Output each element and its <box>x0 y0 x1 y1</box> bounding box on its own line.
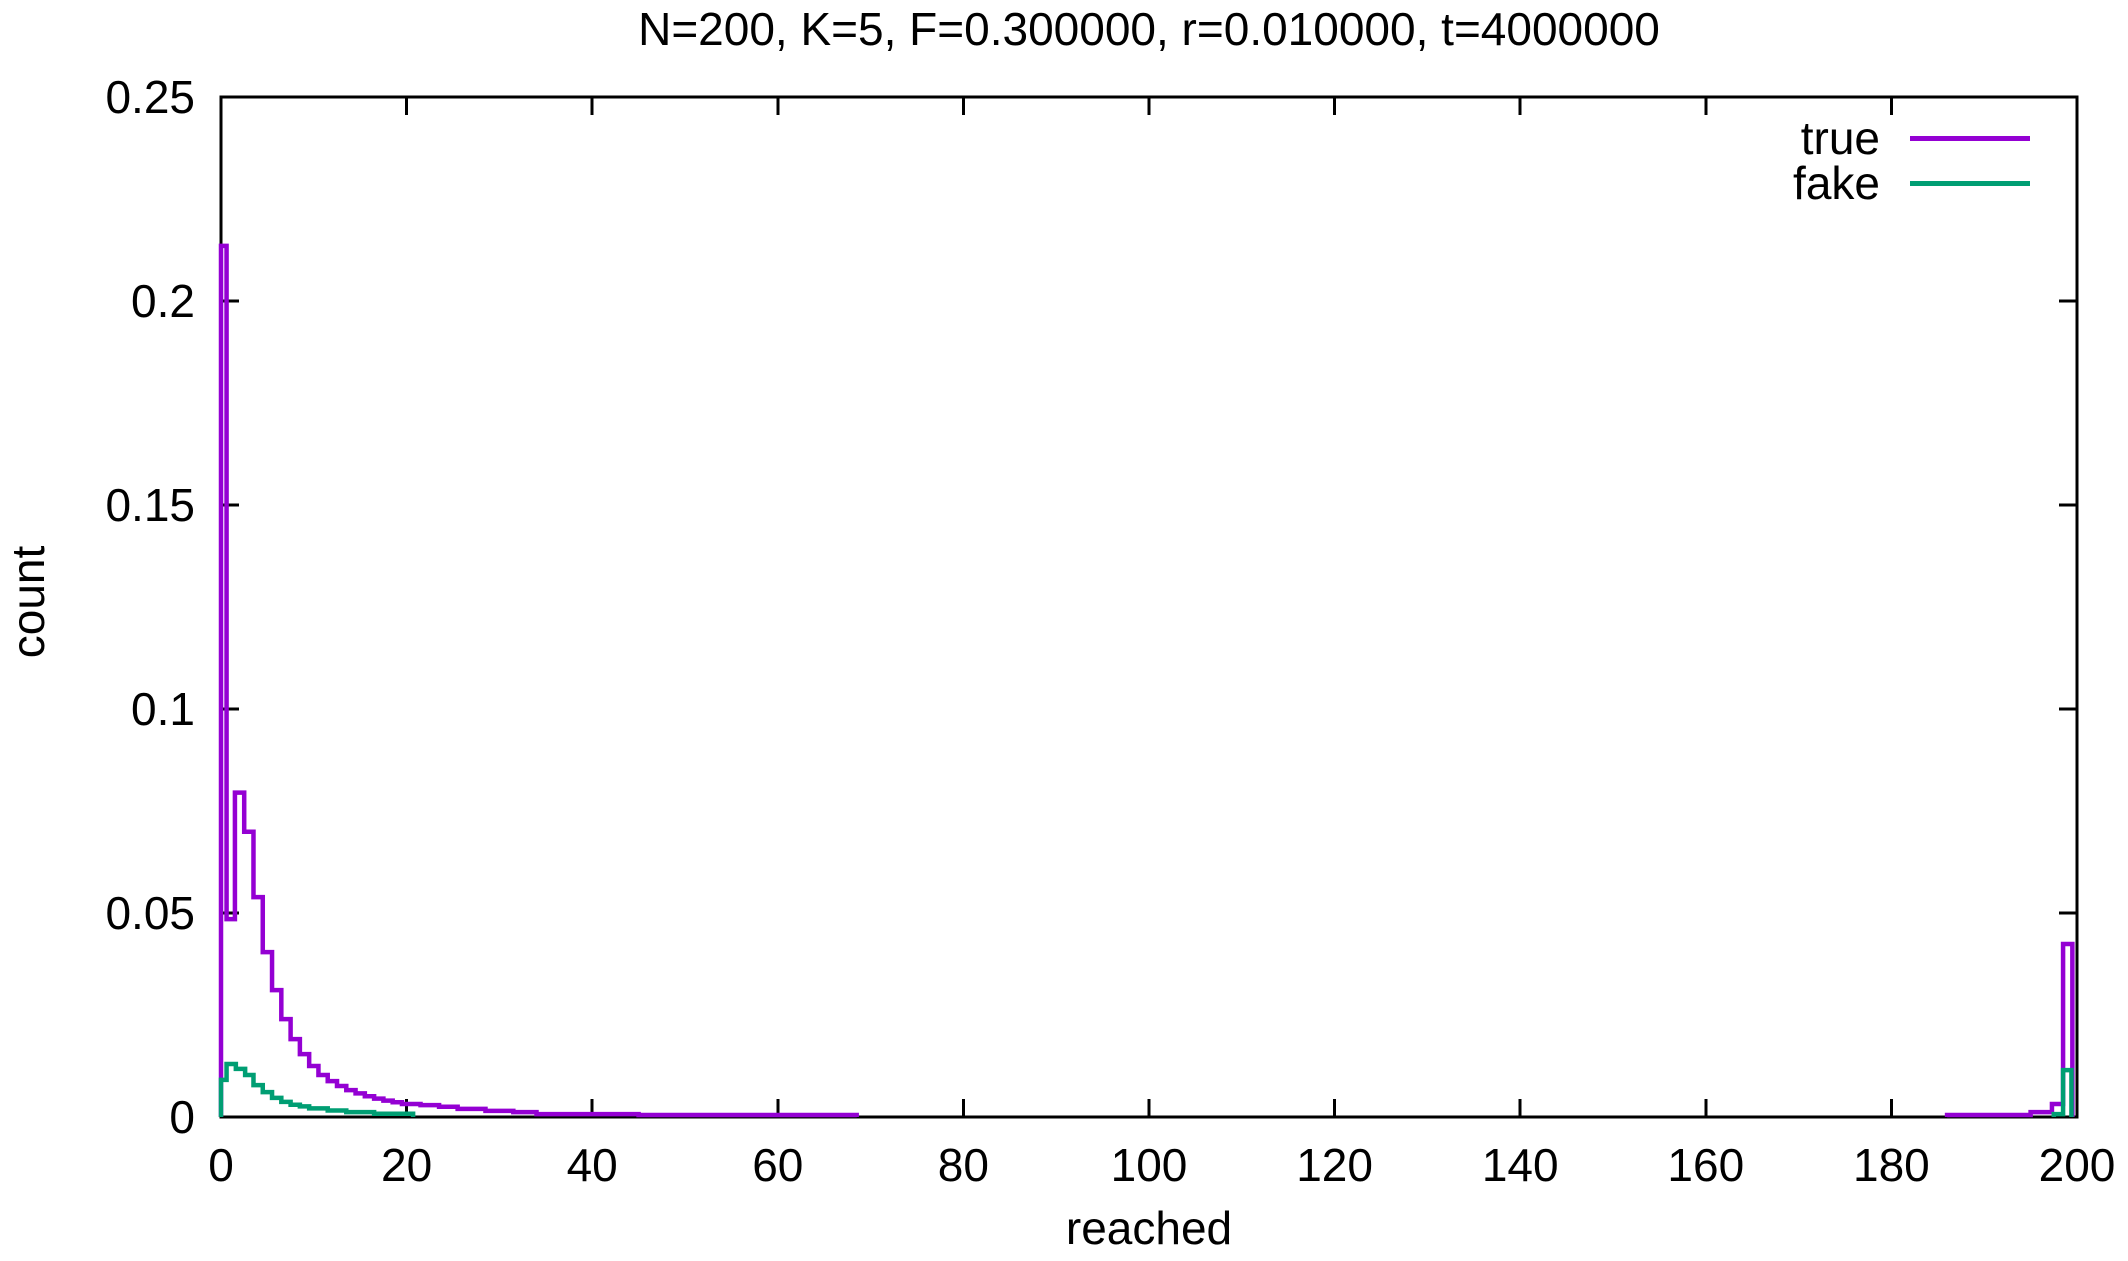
legend-line-sample-true <box>1910 136 2030 141</box>
legend-line-sample-fake <box>1910 181 2030 186</box>
series-line-fake <box>218 1061 2074 1117</box>
y-tick-label: 0.15 <box>105 479 195 531</box>
y-tick-label: 0.1 <box>131 683 195 735</box>
legend-label-true: true <box>1800 112 1880 164</box>
x-tick-label: 100 <box>1110 1139 1188 1191</box>
x-tick-label: 140 <box>1481 1139 1559 1191</box>
x-tick-label: 160 <box>1667 1139 1745 1191</box>
x-tick-label: 200 <box>2038 1139 2116 1191</box>
legend-entry-fake: fake <box>1660 157 2030 209</box>
x-tick-label: 40 <box>566 1139 618 1191</box>
x-tick-label: 20 <box>381 1139 433 1191</box>
y-tick-label: 0.05 <box>105 887 195 939</box>
y-tick-label: 0.2 <box>131 275 195 327</box>
x-tick-label: 120 <box>1296 1139 1373 1191</box>
series-line-true <box>218 243 2075 1118</box>
y-tick-label: 0.25 <box>105 71 195 123</box>
plot-border <box>219 95 2079 1119</box>
x-tick-label: 0 <box>208 1139 234 1191</box>
chart-title: N=200, K=5, F=0.300000, r=0.010000, t=40… <box>638 3 1660 55</box>
y-tick-label: 0 <box>169 1091 195 1143</box>
x-axis-title: reached <box>1065 1202 1233 1254</box>
x-tick-label: 80 <box>937 1139 989 1191</box>
legend-label-fake: fake <box>1793 157 1880 209</box>
legend: true fake <box>1660 112 2030 209</box>
x-tick-label: 60 <box>752 1139 804 1191</box>
x-tick-label: 180 <box>1853 1139 1930 1191</box>
legend-entry-true: true <box>1660 112 2030 164</box>
